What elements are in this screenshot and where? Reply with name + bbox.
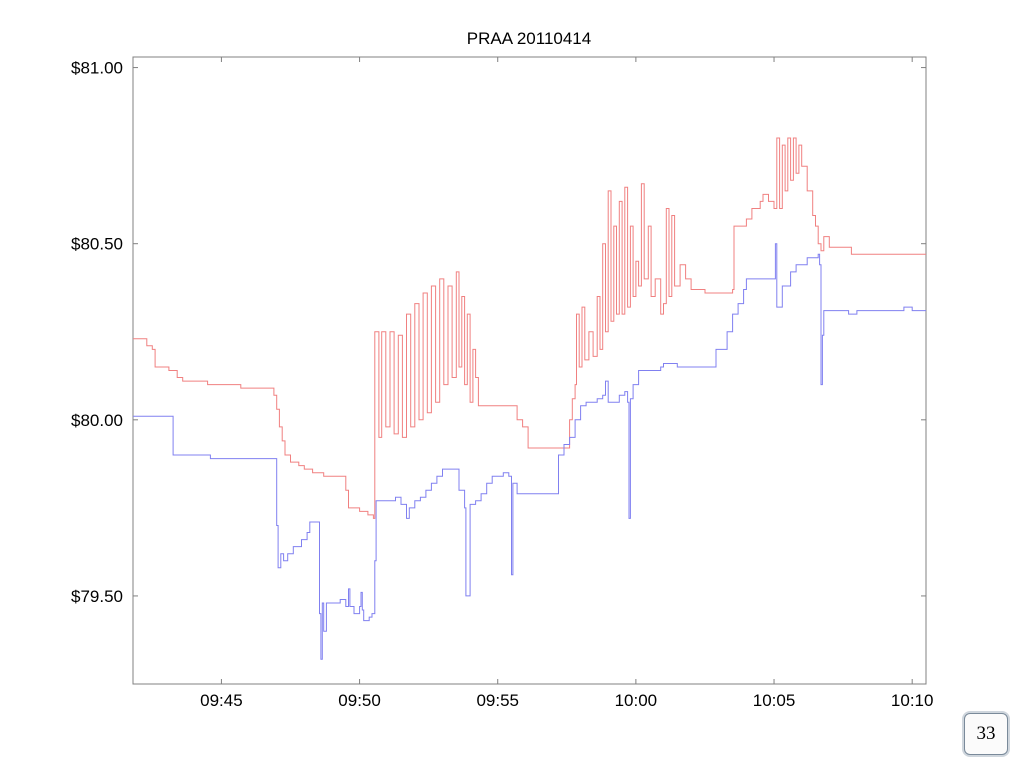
- bid-series-line: [133, 243, 926, 660]
- plot-area-frame: [132, 56, 927, 685]
- x-tick-label: 09:55: [476, 691, 519, 710]
- y-tick-label: $81.00: [71, 59, 123, 78]
- x-tick-label: 10:10: [891, 691, 934, 710]
- x-tick-label: 09:45: [200, 691, 243, 710]
- y-tick-label: $80.00: [71, 411, 123, 430]
- x-tick-label: 09:50: [338, 691, 381, 710]
- ask-series-line: [133, 137, 926, 519]
- tick-labels: 09:45 09:50 09:55 10:00 10:05 10:10 $79.50 $80.…: [71, 59, 933, 710]
- chart-title: PRAA 20110414: [467, 29, 591, 48]
- page-number-badge: 33: [964, 713, 1008, 755]
- y-tick-label: $80.50: [71, 235, 123, 254]
- series-layer: [133, 137, 926, 660]
- axis-ticks: [133, 57, 926, 684]
- y-tick-label: $79.50: [71, 587, 123, 606]
- page-number: 33: [976, 723, 996, 744]
- x-tick-label: 10:00: [615, 691, 658, 710]
- x-tick-label: 10:05: [753, 691, 796, 710]
